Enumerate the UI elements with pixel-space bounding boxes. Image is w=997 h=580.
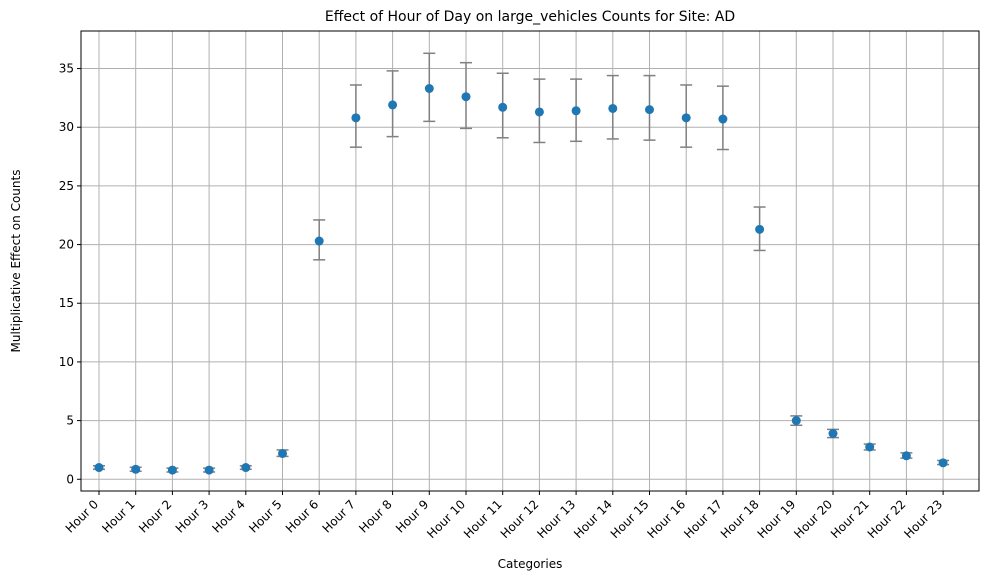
plot-frame — [80, 30, 980, 492]
data-point — [94, 463, 104, 473]
data-point — [645, 105, 654, 115]
data-point — [865, 442, 875, 452]
x-tick-label: Hour 22 — [865, 497, 909, 541]
y-tick-label: 25 — [59, 179, 74, 193]
x-tick-label: Hour 12 — [498, 497, 542, 541]
data-point — [828, 429, 838, 438]
x-tick-label: Hour 11 — [461, 497, 505, 541]
data-point — [424, 84, 434, 93]
x-tick-label: Hour 5 — [246, 497, 284, 535]
data-point — [608, 103, 618, 113]
x-tick-label: Hour 1 — [99, 497, 137, 535]
y-axis-label: Multiplicative Effect on Counts — [9, 170, 23, 353]
x-tick-label: Hour 8 — [356, 497, 394, 535]
x-tick-label: Hour 13 — [534, 497, 578, 541]
data-point — [534, 107, 544, 117]
y-tick-label: 35 — [59, 62, 74, 76]
data-point — [755, 224, 765, 234]
y-tick-label: 30 — [59, 120, 74, 134]
x-tick-label: Hour 3 — [173, 497, 211, 535]
data-point — [278, 448, 287, 458]
error-bars — [93, 52, 950, 473]
x-tick-label: Hour 18 — [718, 497, 762, 541]
y-tick-label: 0 — [66, 472, 74, 486]
x-tick-label: Hour 14 — [571, 497, 615, 541]
x-tick-label: Hour 19 — [755, 497, 799, 541]
data-point — [498, 102, 508, 112]
grid-layer — [81, 31, 979, 491]
y-tick-label: 20 — [59, 238, 74, 252]
x-tick-label: Hour 21 — [828, 497, 872, 541]
x-tick-label: Hour 6 — [283, 497, 321, 535]
data-point — [791, 416, 801, 426]
x-tick-label: Hour 23 — [901, 497, 945, 541]
y-tick-label: 5 — [66, 414, 74, 428]
x-tick-label: Hour 15 — [608, 497, 652, 541]
data-point — [461, 92, 471, 102]
x-tick-label: Hour 7 — [320, 497, 358, 535]
data-point — [167, 465, 177, 475]
x-tick-label: Hour 0 — [63, 497, 101, 535]
data-point — [901, 451, 911, 461]
x-axis-label: Categories — [498, 557, 563, 571]
data-point — [314, 236, 324, 246]
chart-title: Effect of Hour of Day on large_vehicles … — [325, 9, 735, 25]
data-point — [241, 463, 251, 473]
y-tick-label: 15 — [59, 296, 74, 310]
x-tick-label: Hour 2 — [136, 497, 174, 535]
data-point — [718, 114, 728, 124]
data-point — [681, 113, 691, 123]
y-tick-label: 10 — [59, 355, 74, 369]
data-point — [938, 458, 948, 468]
data-point — [351, 113, 361, 123]
x-tick-label: Hour 10 — [424, 497, 468, 541]
data-point — [131, 464, 141, 474]
x-tick-label: Hour 4 — [209, 497, 247, 535]
data-point — [571, 106, 581, 116]
data-point — [388, 100, 398, 110]
x-tick-label: Hour 20 — [791, 497, 835, 541]
x-tick-label: Hour 17 — [681, 497, 725, 541]
data-point — [204, 465, 214, 475]
data-points — [94, 84, 948, 475]
x-tick-label: Hour 16 — [644, 497, 688, 541]
